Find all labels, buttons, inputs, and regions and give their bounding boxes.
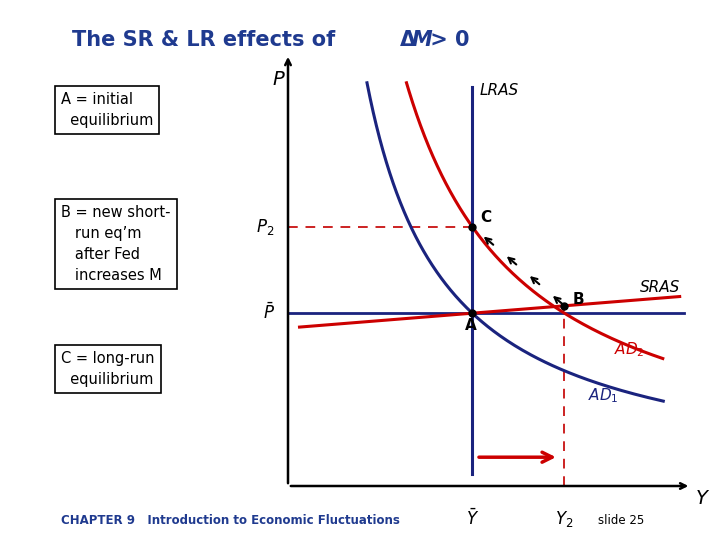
Text: $AD_1$: $AD_1$ [588,386,618,405]
Text: $\bar{Y}$: $\bar{Y}$ [466,509,479,529]
Text: $Y_2$: $Y_2$ [555,509,574,529]
Text: Δ: Δ [400,30,416,50]
Text: slide 25: slide 25 [598,514,644,526]
Text: LRAS: LRAS [480,83,519,98]
Text: The SR & LR effects of: The SR & LR effects of [72,30,350,50]
Text: B: B [573,292,585,307]
Text: A = initial
  equilibrium: A = initial equilibrium [61,92,153,128]
Text: C = long-run
  equilibrium: C = long-run equilibrium [61,351,155,387]
Text: $AD_2$: $AD_2$ [614,340,645,359]
Text: M: M [412,30,433,50]
Text: C: C [480,210,491,225]
Text: $\bar{P}$: $\bar{P}$ [263,303,274,323]
Text: $Y$: $Y$ [695,489,710,508]
Text: A: A [464,319,476,334]
Text: B = new short-
   run eq’m
   after Fed
   increases M: B = new short- run eq’m after Fed increa… [61,205,171,283]
Text: $P_2$: $P_2$ [256,217,274,237]
Text: CHAPTER 9   Introduction to Economic Fluctuations: CHAPTER 9 Introduction to Economic Fluct… [61,514,400,526]
Text: SRAS: SRAS [639,280,680,295]
Text: $P$: $P$ [271,70,285,90]
Text: > 0: > 0 [423,30,470,50]
